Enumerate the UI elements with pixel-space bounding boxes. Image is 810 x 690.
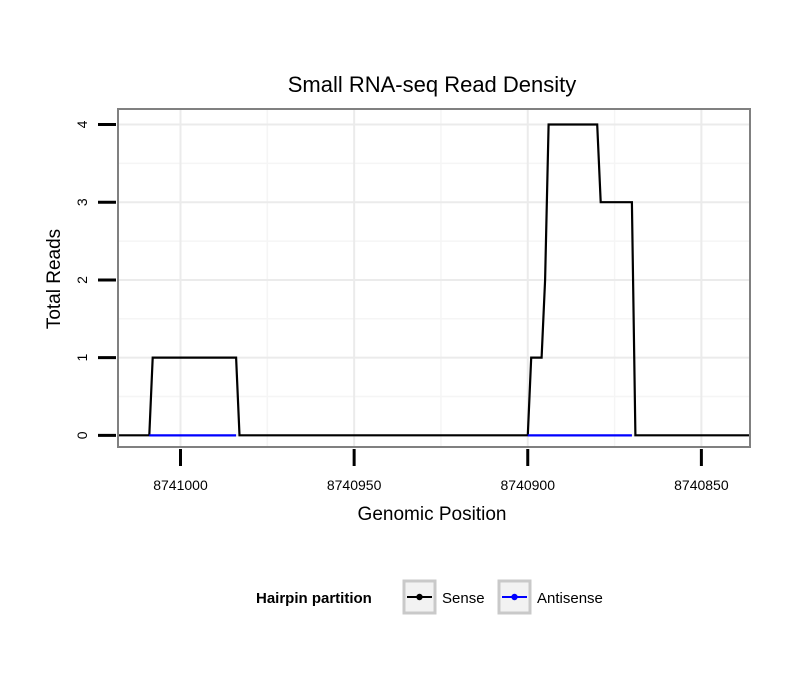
y-axis-label: Total Reads bbox=[44, 229, 65, 329]
legend-key-point bbox=[416, 593, 423, 601]
legend: Hairpin partition Sense Antisense bbox=[256, 579, 603, 615]
series-line-sense bbox=[118, 123, 750, 437]
y-tick-label: 0 bbox=[74, 431, 90, 439]
x-tick-label: 8741000 bbox=[153, 477, 208, 493]
y-tick-label: 3 bbox=[74, 198, 90, 206]
x-tick-label: 8740950 bbox=[327, 477, 382, 493]
x-tick-label: 8740900 bbox=[501, 477, 556, 493]
legend-label-sense: Sense bbox=[442, 590, 485, 607]
y-tick-label: 1 bbox=[74, 354, 90, 362]
y-tick-label: 4 bbox=[74, 120, 90, 128]
chart-title: Small RNA-seq Read Density bbox=[288, 72, 577, 97]
x-axis: 8741000 8740950 8740900 8740850 bbox=[153, 449, 729, 493]
y-tick-label: 2 bbox=[74, 276, 90, 284]
series-layer bbox=[118, 123, 750, 437]
plot-panel bbox=[118, 109, 750, 447]
grid-minor bbox=[118, 109, 750, 447]
legend-title: Hairpin partition bbox=[256, 590, 372, 607]
x-axis-label: Genomic Position bbox=[358, 504, 507, 525]
plot-panel-border bbox=[117, 108, 751, 448]
x-tick-label: 8740850 bbox=[674, 477, 729, 493]
legend-label-antisense: Antisense bbox=[537, 590, 603, 607]
legend-key-point bbox=[511, 593, 518, 601]
y-axis: 0 1 2 3 4 bbox=[74, 120, 116, 439]
